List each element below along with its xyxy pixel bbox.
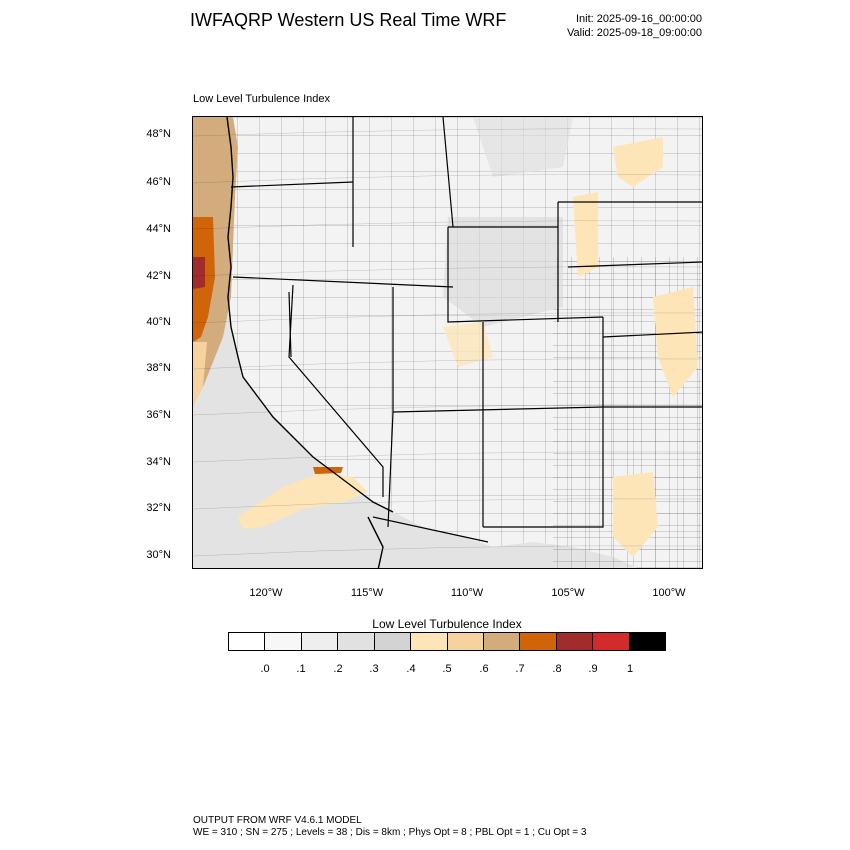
lat-label: 30°N bbox=[146, 549, 171, 561]
map-canvas bbox=[193, 117, 702, 568]
colorbar-cell bbox=[301, 633, 339, 650]
lat-label: 44°N bbox=[146, 223, 171, 235]
lat-label: 32°N bbox=[146, 502, 171, 514]
colorbar-label: .9 bbox=[588, 663, 598, 675]
patch-texas bbox=[613, 472, 658, 557]
baja-coast bbox=[367, 516, 384, 568]
colorbar-label: .6 bbox=[479, 663, 489, 675]
socal-hotspot bbox=[313, 467, 343, 474]
socal-plume bbox=[238, 472, 368, 529]
colorbar-cell bbox=[593, 633, 630, 650]
colorbar-cell bbox=[483, 633, 521, 650]
valid-time: Valid: 2025-09-18_09:00:00 bbox=[567, 27, 702, 39]
lat-label: 42°N bbox=[146, 270, 171, 282]
state-boundaries bbox=[230, 117, 702, 543]
patch-dakotas bbox=[613, 137, 663, 187]
offshore-moderate bbox=[193, 342, 207, 407]
high-terrain-north bbox=[473, 117, 573, 177]
field-subtitle: Low Level Turbulence Index bbox=[193, 93, 330, 105]
colorbar-label: .2 bbox=[333, 663, 343, 675]
footer-config: WE = 310 ; SN = 275 ; Levels = 38 ; Dis … bbox=[193, 827, 587, 838]
colorbar-cell bbox=[556, 633, 594, 650]
colorbar-cell bbox=[629, 633, 666, 650]
colorbar-cell bbox=[411, 633, 448, 650]
colorbar-label: .7 bbox=[515, 663, 525, 675]
high-terrain bbox=[443, 217, 563, 327]
lon-label: 105°W bbox=[551, 587, 585, 599]
colorbar-cell bbox=[265, 633, 302, 650]
coastline bbox=[226, 117, 394, 513]
patch-kansas bbox=[653, 287, 698, 397]
colorbar-label: .1 bbox=[296, 663, 306, 675]
colorbar bbox=[228, 632, 666, 651]
lat-label: 34°N bbox=[146, 456, 171, 468]
map-title: IWFAQRP Western US Real Time WRF bbox=[190, 10, 507, 30]
colorbar-label: .0 bbox=[260, 663, 270, 675]
colorbar-cell bbox=[374, 633, 412, 650]
colorbar-label: .5 bbox=[442, 663, 452, 675]
colorbar-label: .3 bbox=[369, 663, 379, 675]
map-panel bbox=[192, 116, 703, 569]
footer-model: OUTPUT FROM WRF V4.6.1 MODEL bbox=[193, 815, 362, 826]
colorbar-cell bbox=[229, 633, 266, 650]
colorbar-cell bbox=[520, 633, 557, 650]
lat-label: 48°N bbox=[146, 128, 171, 140]
patch-colorado bbox=[443, 322, 493, 367]
init-time: Init: 2025-09-16_00:00:00 bbox=[576, 13, 702, 25]
lat-label: 36°N bbox=[146, 409, 171, 421]
patch-ne bbox=[573, 192, 598, 277]
colorbar-label: .8 bbox=[552, 663, 562, 675]
lat-label: 46°N bbox=[146, 176, 171, 188]
lon-label: 115°W bbox=[350, 587, 384, 599]
colorbar-label: .4 bbox=[406, 663, 416, 675]
lon-label: 120°W bbox=[249, 587, 283, 599]
colorbar-cell bbox=[447, 633, 484, 650]
colorbar-cell bbox=[338, 633, 375, 650]
colorbar-label: 1 bbox=[626, 663, 634, 675]
offshore-max bbox=[193, 257, 205, 289]
colorbar-title: Low Level Turbulence Index bbox=[372, 617, 522, 631]
lon-label: 100°W bbox=[652, 587, 686, 599]
lon-label: 110°W bbox=[450, 587, 484, 599]
lat-label: 38°N bbox=[146, 362, 171, 374]
lat-label: 40°N bbox=[146, 316, 171, 328]
